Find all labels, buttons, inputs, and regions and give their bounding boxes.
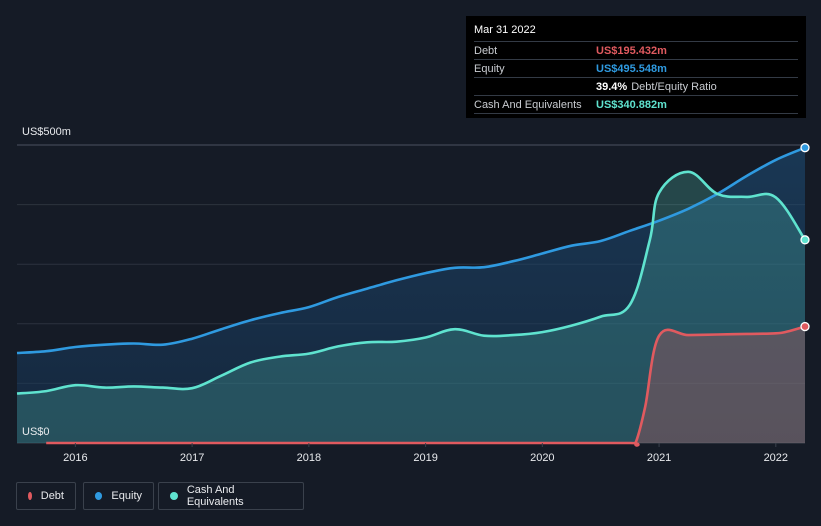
tooltip-debt-label: Debt [474,44,498,57]
equity-endpoint [800,143,810,153]
legend-equity-label: Equity [111,490,142,502]
cash-and-equivalents-area [17,171,805,443]
x-axis-ticks: 2016 2017 2018 2019 2020 2021 2022 [63,443,788,464]
debt-line [46,325,806,447]
x-tick-label: 2016 [63,452,87,464]
x-tick-label: 2017 [180,452,204,464]
tooltip-cash-value: US$340.882m [596,98,667,111]
series-lines [16,146,807,447]
y-axis-top-label: US$500m [22,126,71,138]
tooltip-equity-value: US$495.548m [596,62,667,75]
cash-and-equivalents-endpoint [800,235,810,245]
legend-item-debt[interactable]: Debt [16,482,76,510]
tooltip-ratio-value: 39.4% [596,80,628,93]
legend-item-equity[interactable]: Equity [83,482,154,510]
equity-line [16,146,806,355]
x-tick-label: 2020 [530,452,554,464]
tooltip-cash-label: Cash And Equivalents [474,98,582,111]
tooltip-date: Mar 31 2022 [474,24,536,36]
tooltip-row-ratio: 39.4% Debt/Equity Ratio [474,77,798,95]
series-areas [17,147,805,446]
debt-area [46,326,805,446]
legend-debt-label: Debt [40,490,64,502]
tooltip-panel: Mar 31 2022 Debt US$195.432m Equity US$4… [466,16,806,118]
legend-debt-swatch [28,492,32,500]
equity-area [17,147,805,443]
x-tick-label: 2019 [413,452,437,464]
tooltip-row-equity: Equity US$495.548m [474,59,798,77]
tooltip-row-debt: Debt US$195.432m [474,41,798,59]
tooltip-row-cash: Cash And Equivalents US$340.882m [474,95,798,114]
y-axis-bottom-label: US$0 [22,426,50,438]
x-tick-label: 2022 [764,452,788,464]
tooltip-debt-value: US$195.432m [596,44,667,57]
x-tick-label: 2021 [647,452,671,464]
series-endpoints [800,143,810,332]
cash-and-equivalents-line [16,170,807,395]
x-tick-label: 2018 [297,452,321,464]
debt-endpoint [800,321,810,332]
legend-cash-swatch [170,492,178,500]
legend-item-cash[interactable]: Cash And Equivalents [158,482,304,510]
tooltip-equity-label: Equity [474,62,505,75]
legend-equity-swatch [95,492,103,500]
tooltip-ratio-label: Debt/Equity Ratio [631,80,717,93]
legend-cash-label: Cash And Equivalents [186,484,244,508]
